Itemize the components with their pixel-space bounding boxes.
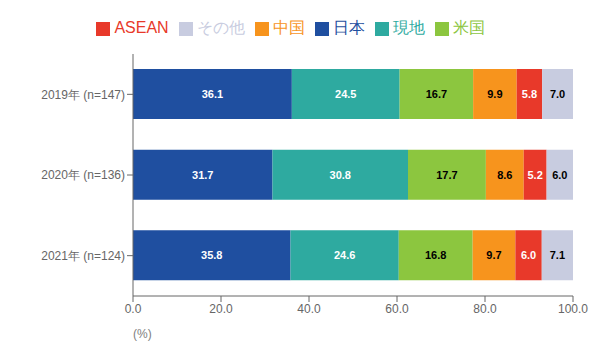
- svg-text:0.0: 0.0: [125, 302, 142, 316]
- svg-text:6.0: 6.0: [552, 169, 567, 181]
- svg-text:35.8: 35.8: [201, 249, 222, 261]
- svg-text:40.0: 40.0: [297, 302, 321, 316]
- svg-text:9.9: 9.9: [487, 88, 502, 100]
- html-text:その他: その他: [196, 19, 245, 36]
- svg-text:31.7: 31.7: [192, 169, 213, 181]
- svg-text:80.0: 80.0: [473, 302, 497, 316]
- svg-text:2021年 (n=124): 2021年 (n=124): [41, 249, 125, 263]
- svg-text:5.8: 5.8: [522, 88, 537, 100]
- html-text:米国: 米国: [452, 19, 485, 36]
- svg-text:100.0: 100.0: [558, 302, 588, 316]
- html-text:現地: 現地: [392, 19, 425, 36]
- svg-text:24.5: 24.5: [335, 88, 356, 100]
- html-text:ASEAN: ASEAN: [114, 19, 169, 36]
- svg-text:17.7: 17.7: [436, 169, 457, 181]
- svg-text:6.0: 6.0: [521, 249, 536, 261]
- svg-text:16.7: 16.7: [426, 88, 447, 100]
- svg-text:2019年 (n=147): 2019年 (n=147): [41, 88, 125, 102]
- html-text:日本: 日本: [332, 19, 365, 36]
- svg-text:2020年 (n=136): 2020年 (n=136): [41, 168, 125, 182]
- svg-text:5.2: 5.2: [528, 169, 543, 181]
- svg-text:(%): (%): [133, 327, 152, 341]
- svg-text:9.7: 9.7: [486, 249, 501, 261]
- svg-text:36.1: 36.1: [202, 88, 223, 100]
- svg-text:8.6: 8.6: [497, 169, 512, 181]
- svg-text:24.6: 24.6: [334, 249, 355, 261]
- svg-text:16.8: 16.8: [425, 249, 446, 261]
- svg-text:7.1: 7.1: [550, 249, 565, 261]
- svg-text:60.0: 60.0: [385, 302, 409, 316]
- svg-text:30.8: 30.8: [330, 169, 351, 181]
- svg-text:20.0: 20.0: [209, 302, 233, 316]
- svg-text:7.0: 7.0: [550, 88, 565, 100]
- html-text:中国: 中国: [272, 19, 305, 36]
